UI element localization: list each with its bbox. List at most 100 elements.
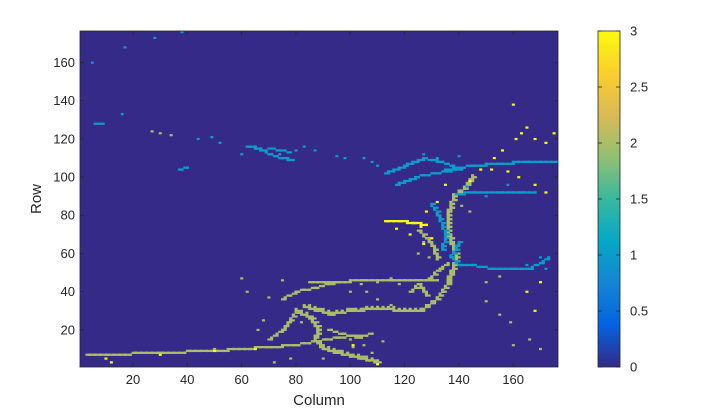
heatmap-cell	[433, 206, 437, 209]
heatmap-cell	[552, 132, 556, 135]
heatmap-cell	[218, 349, 222, 353]
heatmap-cell	[386, 279, 390, 282]
heatmap-cell	[147, 351, 151, 354]
heatmap-cell	[430, 302, 434, 305]
heatmap-cell	[519, 267, 523, 270]
heatmap-cell	[321, 311, 325, 314]
heatmap-cell	[392, 307, 396, 311]
heatmap-cell	[449, 279, 453, 282]
heatmap-cell	[191, 349, 195, 353]
heatmap-cell	[299, 288, 304, 291]
heatmap-cell	[471, 176, 475, 179]
heatmap-cell	[297, 290, 301, 293]
heatmap-cell	[294, 149, 298, 152]
heatmap-cell	[446, 212, 450, 215]
heatmap-cell	[357, 355, 361, 358]
heatmap-cell	[343, 311, 347, 314]
heatmap-cell	[376, 359, 380, 362]
heatmap-cell	[452, 244, 456, 248]
heatmap-cell	[229, 347, 233, 351]
heatmap-cell	[302, 313, 306, 316]
heatmap-cell	[479, 164, 483, 167]
heatmap-cell	[367, 332, 371, 335]
heatmap-cell	[446, 170, 450, 173]
heatmap-cell	[492, 267, 496, 270]
heatmap-cell	[498, 275, 502, 278]
heatmap-cell	[465, 183, 469, 186]
heatmap-cell	[386, 172, 390, 175]
heatmap-cell	[525, 160, 529, 164]
heatmap-cell	[381, 279, 385, 282]
heatmap-cell	[547, 160, 551, 164]
heatmap-cell	[99, 122, 103, 125]
heatmap-cell	[457, 168, 461, 171]
heatmap-cell	[424, 294, 428, 297]
heatmap-cell	[452, 164, 456, 167]
heatmap-cell	[438, 294, 442, 297]
heatmap-cell	[405, 221, 409, 225]
x-tick-label: 40	[180, 372, 194, 387]
heatmap-cell	[419, 221, 423, 225]
heatmap-cell	[161, 351, 165, 354]
heatmap-cell	[210, 349, 214, 353]
heatmap-cell	[348, 290, 352, 293]
heatmap-cell	[359, 309, 363, 312]
heatmap-cell	[251, 347, 255, 351]
heatmap-cell	[481, 265, 485, 269]
heatmap-cell	[435, 210, 439, 213]
heatmap-cell	[308, 307, 312, 311]
heatmap-cell	[400, 220, 404, 223]
heatmap-cell	[452, 250, 456, 253]
heatmap-cell	[308, 342, 312, 345]
heatmap-cell	[376, 298, 380, 301]
heatmap-cell	[188, 349, 192, 353]
heatmap-cell	[384, 307, 388, 311]
heatmap-cell	[338, 311, 342, 314]
heatmap-cell	[289, 321, 293, 324]
x-tick-label: 160	[502, 372, 524, 387]
heatmap-cell	[289, 158, 293, 162]
heatmap-cell	[367, 279, 371, 282]
heatmap-cell	[291, 313, 295, 316]
heatmap-cell	[321, 307, 325, 311]
heatmap-cell	[280, 149, 284, 152]
heatmap-cell	[435, 212, 439, 215]
heatmap-cell	[419, 229, 423, 232]
heatmap-cell	[253, 145, 257, 148]
heatmap-cell	[449, 210, 453, 213]
heatmap-cell	[267, 346, 271, 349]
heatmap-cell	[335, 336, 339, 339]
heatmap-cell	[492, 191, 496, 194]
heatmap-cell	[422, 288, 426, 291]
heatmap-cell	[302, 304, 306, 307]
heatmap-cell	[430, 300, 434, 303]
heatmap-cell	[400, 166, 404, 169]
heatmap-cell	[381, 340, 385, 343]
heatmap-cell	[319, 325, 323, 328]
heatmap-cell	[422, 241, 426, 244]
heatmap-cell	[348, 353, 352, 356]
heatmap-cell	[242, 347, 246, 351]
heatmap-cell	[90, 61, 94, 64]
heatmap-cell	[373, 307, 377, 311]
heatmap-cell	[357, 336, 361, 339]
heatmap-cell	[389, 279, 393, 282]
heatmap-cell	[327, 309, 331, 312]
heatmap-cell	[438, 220, 442, 223]
heatmap-cell	[158, 353, 162, 356]
heatmap-cell	[386, 220, 390, 223]
heatmap-cell	[544, 160, 548, 164]
heatmap-cell	[433, 208, 437, 211]
heatmap-cell	[430, 277, 434, 280]
heatmap-cell	[449, 235, 453, 238]
heatmap-cell	[253, 347, 257, 351]
heatmap-cell	[427, 305, 431, 309]
heatmap-cell	[378, 307, 382, 311]
heatmap-cell	[126, 353, 130, 356]
heatmap-cell	[411, 290, 415, 293]
heatmap-cell	[519, 160, 523, 164]
heatmap-cell	[373, 361, 377, 364]
heatmap-cell	[427, 174, 431, 177]
heatmap-cell	[408, 279, 412, 282]
heatmap-cell	[449, 204, 453, 207]
